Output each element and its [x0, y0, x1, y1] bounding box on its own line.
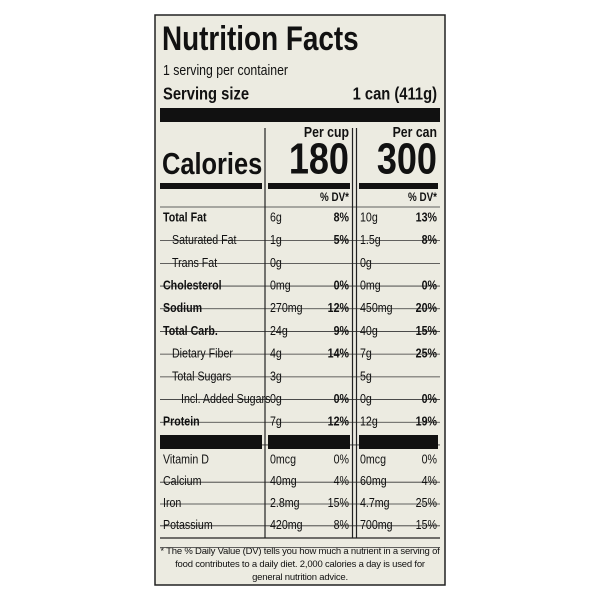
amount: 1g: [270, 232, 282, 247]
daily-value: 25%: [416, 495, 438, 510]
daily-value: 0%: [422, 391, 438, 406]
daily-value: 8%: [422, 232, 438, 247]
amount: 5g: [360, 368, 372, 383]
thick-bar: [359, 435, 438, 449]
daily-value: 0%: [422, 451, 438, 466]
daily-value: 5%: [334, 232, 350, 247]
amount: 40g: [360, 323, 378, 338]
amount: 450mg: [360, 300, 393, 315]
dv-header: % DV*: [320, 191, 350, 204]
daily-value: 0%: [422, 278, 438, 293]
title: Nutrition Facts: [162, 19, 359, 57]
amount: 4.7mg: [360, 495, 390, 510]
nutrient-name: Vitamin D: [163, 451, 209, 466]
amount: 0g: [360, 255, 372, 270]
daily-value: 8%: [334, 209, 350, 224]
nutrient-name: Iron: [163, 495, 181, 510]
amount: 6g: [270, 209, 282, 224]
dv-header: % DV*: [408, 191, 438, 204]
amount: 12g: [360, 414, 378, 429]
daily-value: 4%: [334, 473, 350, 488]
nutrient-name: Total Carb.: [163, 323, 218, 338]
amount: 7g: [360, 346, 372, 361]
nutrient-name: Total Fat: [163, 209, 207, 224]
nutrient-name: Potassium: [163, 517, 213, 532]
daily-value: 25%: [416, 346, 438, 361]
calories-value: 180: [289, 134, 349, 183]
amount: 1.5g: [360, 232, 381, 247]
daily-value: 12%: [328, 414, 350, 429]
sub-nutrient-name: Dietary Fiber: [172, 346, 233, 361]
thick-bar: [160, 435, 262, 449]
amount: 700mg: [360, 517, 393, 532]
amount: 60mg: [360, 473, 387, 488]
daily-value: 15%: [328, 495, 350, 510]
nutrient-name: Cholesterol: [163, 278, 222, 293]
column-header: Per can: [393, 124, 437, 140]
daily-value: 0%: [334, 391, 350, 406]
amount: 0mcg: [360, 451, 386, 466]
footnote: * The % Daily Value (DV) tells you how m…: [160, 546, 440, 583]
daily-value: 15%: [416, 323, 438, 338]
medium-bar: [359, 183, 438, 189]
daily-value: 12%: [328, 300, 350, 315]
sub-nutrient-name: Saturated Fat: [172, 232, 237, 247]
nutrient-name: Calcium: [163, 473, 202, 488]
thick-bar: [160, 108, 440, 122]
daily-value: 19%: [416, 414, 438, 429]
amount: 0mg: [270, 278, 291, 293]
amount: 0mcg: [270, 451, 296, 466]
amount: 40mg: [270, 473, 297, 488]
amount: 2.8mg: [270, 495, 300, 510]
daily-value: 20%: [416, 300, 438, 315]
daily-value: 14%: [328, 346, 350, 361]
nutrient-name: Protein: [163, 414, 200, 429]
daily-value: 8%: [334, 517, 350, 532]
daily-value: 13%: [416, 209, 438, 224]
calories-value: 300: [377, 134, 437, 183]
amount: 420mg: [270, 517, 303, 532]
daily-value: 15%: [416, 517, 438, 532]
amount: 4g: [270, 346, 282, 361]
medium-bar: [160, 183, 262, 189]
daily-value: 4%: [422, 473, 438, 488]
amount: 270mg: [270, 300, 303, 315]
amount: 0mg: [360, 278, 381, 293]
daily-value: 0%: [334, 451, 350, 466]
amount: 0g: [270, 391, 282, 406]
calories-label: Calories: [162, 147, 262, 182]
amount: 0g: [360, 391, 372, 406]
nutrient-name: Sodium: [163, 300, 202, 315]
servings: 1 serving per container: [163, 62, 288, 78]
serving-size-value: 1 can (411g): [353, 84, 437, 104]
sub-nutrient-name: Incl. Added Sugars: [181, 391, 270, 406]
amount: 10g: [360, 209, 378, 224]
medium-bar: [268, 183, 350, 189]
amount: 24g: [270, 323, 288, 338]
daily-value: 9%: [334, 323, 350, 338]
thick-bar: [268, 435, 350, 449]
column-header: Per cup: [304, 124, 349, 140]
amount: 7g: [270, 414, 282, 429]
daily-value: 0%: [334, 278, 350, 293]
sub-nutrient-name: Trans Fat: [172, 255, 218, 270]
amount: 0g: [270, 255, 282, 270]
sub-nutrient-name: Total Sugars: [172, 368, 231, 383]
serving-size-label: Serving size: [163, 84, 249, 104]
amount: 3g: [270, 368, 282, 383]
